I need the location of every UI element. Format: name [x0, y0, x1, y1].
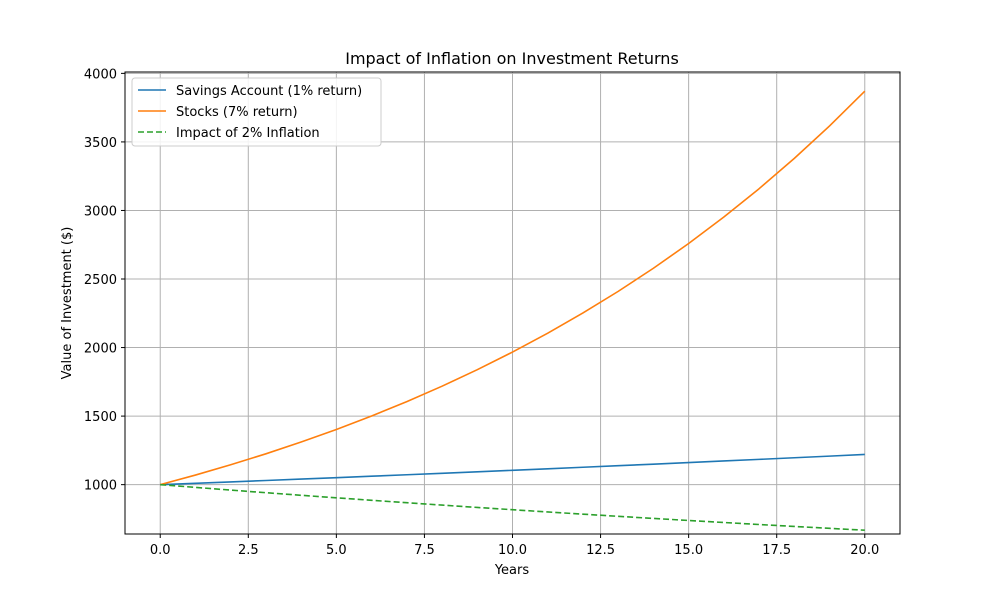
- y-tick-label: 3500: [84, 136, 117, 151]
- legend-box: [131, 77, 382, 147]
- y-tick-label: 2500: [84, 273, 117, 288]
- series-lines: [160, 90, 866, 532]
- series-line-0: [160, 453, 865, 486]
- legend-label-0: Savings Account (1% return): [176, 84, 362, 99]
- series-line-2: [160, 483, 865, 532]
- x-tick-label: 12.5: [586, 543, 615, 558]
- y-tick-label: 1500: [84, 410, 117, 425]
- y-tick-label: 4000: [84, 67, 117, 82]
- x-tick-label: 20.0: [850, 543, 879, 558]
- y-axis-label: Value of Investment ($): [60, 227, 75, 380]
- grid: [125, 72, 900, 534]
- series-line-1: [160, 90, 866, 486]
- x-tick-label: 5.0: [326, 543, 347, 558]
- y-tick-label: 2000: [84, 342, 117, 357]
- y-tick-label: 3000: [84, 204, 117, 219]
- legend-label-1: Stocks (7% return): [176, 105, 298, 120]
- x-tick-label: 15.0: [674, 543, 703, 558]
- legend-label-2: Impact of 2% Inflation: [176, 126, 320, 141]
- x-tick-label: 0.0: [150, 543, 171, 558]
- y-tick-label: 1000: [84, 479, 117, 494]
- x-axis-label: Years: [494, 563, 530, 578]
- chart-title: Impact of Inflation on Investment Return…: [345, 49, 679, 68]
- x-tick-label: 10.0: [498, 543, 527, 558]
- x-tick-label: 17.5: [762, 543, 791, 558]
- x-tick-label: 7.5: [414, 543, 435, 558]
- axis-ticks: 0.0 2.5 5.0 7.5 10.0 12.5 15.0 17.5 20.0 1000 1500…: [84, 67, 879, 558]
- x-tick-label: 2.5: [238, 543, 259, 558]
- legend: Savings Account (1% return) Stocks (7% re…: [131, 77, 382, 147]
